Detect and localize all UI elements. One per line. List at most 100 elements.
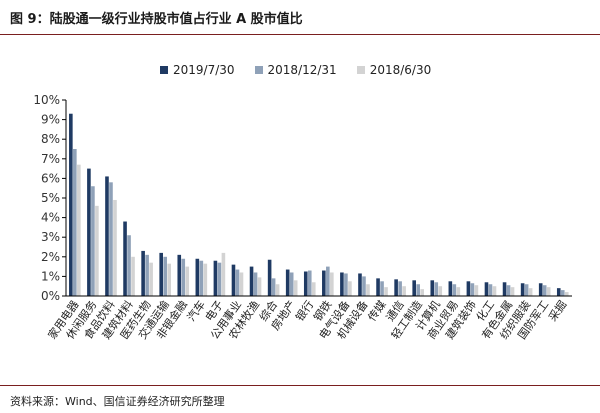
y-tick-label: 0% [41, 289, 60, 303]
bar [384, 287, 388, 296]
bar [289, 272, 294, 296]
bar [380, 281, 384, 296]
bar [542, 285, 547, 296]
legend-label-2018-12-31: 2018/12/31 [267, 63, 337, 77]
figure-header: 图 9：陆股通一级行业持股市值占行业 A 股市值比 [0, 0, 600, 35]
legend-item-2018-6-30: 2018/6/30 [356, 63, 432, 77]
bar [113, 199, 117, 296]
bar [520, 283, 525, 296]
bar [181, 258, 186, 296]
bar [448, 281, 453, 296]
bar [362, 276, 366, 296]
legend-item-2018-12-31: 2018/12/31 [254, 63, 337, 77]
bar [73, 149, 77, 296]
y-tick-label: 3% [41, 230, 60, 244]
bar [221, 252, 226, 296]
bar [510, 287, 515, 296]
bar [322, 270, 326, 296]
bar [528, 288, 533, 296]
bar [430, 280, 435, 296]
bar [185, 266, 190, 296]
bar [199, 260, 204, 296]
bar [145, 254, 149, 296]
bar [69, 113, 73, 296]
bar [149, 262, 153, 296]
bar [95, 205, 99, 296]
bar [538, 283, 543, 296]
chart-legend: 2019/7/30 2018/12/31 2018/6/30 [160, 60, 451, 80]
category-label: 汽车 [184, 298, 208, 324]
bar [167, 263, 171, 296]
bar [524, 284, 529, 296]
legend-item-2019-7-30: 2019/7/30 [160, 63, 235, 77]
bar [502, 282, 507, 296]
bar [105, 176, 109, 296]
bar [412, 280, 416, 296]
bar [159, 252, 163, 296]
bar [556, 288, 561, 296]
bar [163, 256, 167, 296]
bar [275, 284, 280, 296]
figure-title: 图 9：陆股通一级行业持股市值占行业 A 股市值比 [10, 12, 303, 27]
bar [344, 273, 348, 296]
bar [420, 289, 424, 296]
bar [213, 260, 218, 296]
bar [484, 282, 489, 296]
bar [358, 273, 362, 296]
legend-swatch-2018-6-30 [356, 66, 365, 74]
bar [330, 272, 334, 296]
bar [195, 258, 200, 296]
bar [235, 269, 240, 296]
bar [307, 270, 312, 296]
bar [293, 280, 298, 296]
bar [452, 284, 457, 296]
category-label: 银行 [292, 298, 316, 324]
bar-chart: 0%1%2%3%4%5%6%7%8%9%10%家用电器休闲服务食品饮料建筑材料医… [33, 93, 572, 342]
bar [456, 287, 461, 296]
legend-swatch-2018-12-31 [254, 66, 263, 74]
bar [474, 285, 479, 296]
y-tick-label: 9% [41, 113, 60, 127]
bar [340, 272, 344, 296]
bar [560, 290, 565, 296]
bar [303, 271, 308, 296]
bar [249, 266, 254, 296]
bar [564, 292, 569, 296]
y-tick-label: 1% [41, 269, 60, 283]
bar [470, 283, 475, 296]
legend-swatch-2019-7-30 [160, 66, 168, 74]
legend-label-2019-7-30: 2019/7/30 [173, 63, 235, 77]
bar [253, 272, 258, 296]
bar [348, 281, 352, 296]
bar [506, 285, 511, 296]
bar [416, 284, 420, 296]
bar [402, 286, 406, 296]
bar [285, 269, 290, 296]
y-tick-label: 2% [41, 250, 60, 264]
legend-label-2018-6-30: 2018/6/30 [369, 63, 432, 77]
y-tick-label: 4% [41, 211, 60, 225]
y-tick-label: 5% [41, 191, 60, 205]
category-label: 传媒 [365, 298, 388, 323]
bar [123, 221, 127, 296]
bar [271, 278, 276, 296]
y-tick-label: 10% [33, 93, 60, 107]
y-tick-label: 7% [41, 152, 60, 166]
bar [466, 281, 471, 296]
bar [87, 168, 91, 296]
bar [546, 287, 551, 296]
bar [131, 256, 135, 296]
bar [326, 266, 330, 296]
bar [267, 259, 272, 296]
bar [366, 284, 370, 296]
bar [398, 281, 402, 296]
figure-footer: 资料来源：Wind、国信证券经济研究所整理 [0, 385, 600, 413]
bar [488, 284, 493, 296]
bar [177, 254, 182, 296]
bar [231, 264, 236, 296]
y-tick-label: 6% [41, 171, 60, 185]
bar [127, 235, 131, 296]
bar [311, 282, 316, 296]
source-note: 资料来源：Wind、国信证券经济研究所整理 [10, 395, 225, 408]
bar [257, 277, 262, 296]
